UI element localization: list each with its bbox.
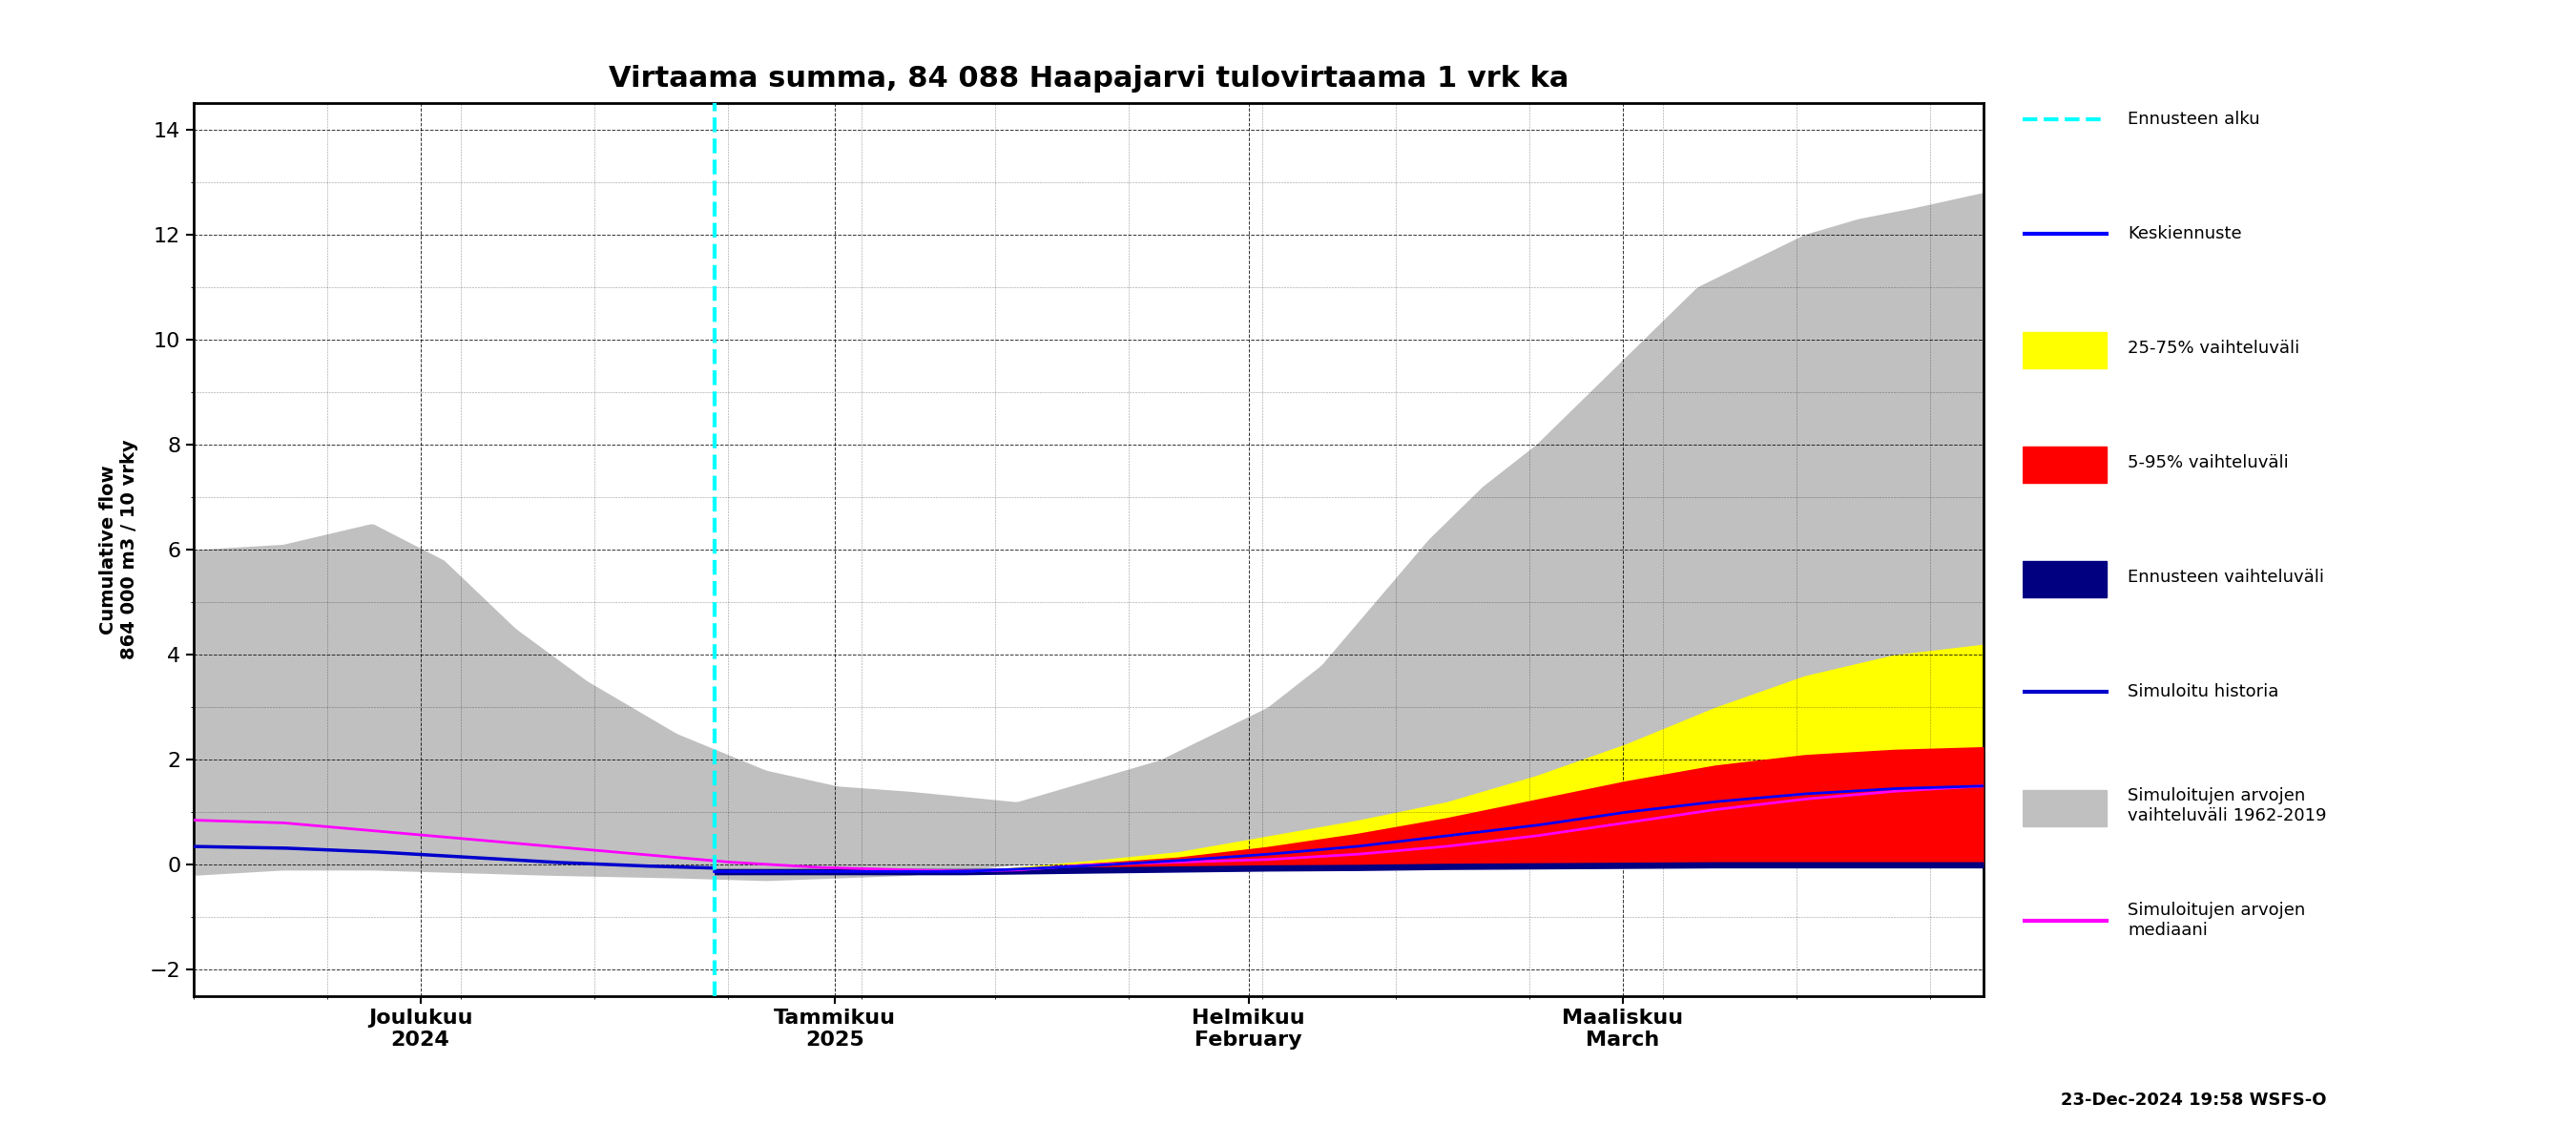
Bar — [2022, 332, 2107, 369]
Text: Simuloitujen arvojen
vaihteluväli 1962-2019: Simuloitujen arvojen vaihteluväli 1962-2… — [2128, 788, 2326, 824]
Text: Keskiennuste: Keskiennuste — [2128, 224, 2241, 243]
Text: Simuloitu historia: Simuloitu historia — [2128, 682, 2280, 700]
Text: Ennusteen alku: Ennusteen alku — [2128, 111, 2259, 128]
Text: 25-75% vaihteluväli: 25-75% vaihteluväli — [2128, 339, 2300, 357]
Y-axis label: Cumulative flow
864 000 m3 / 10 vrky: Cumulative flow 864 000 m3 / 10 vrky — [100, 440, 139, 660]
Text: Simuloitujen arvojen
mediaani: Simuloitujen arvojen mediaani — [2128, 902, 2306, 939]
Text: 23-Dec-2024 19:58 WSFS-O: 23-Dec-2024 19:58 WSFS-O — [2061, 1091, 2326, 1108]
Text: Ennusteen vaihteluväli: Ennusteen vaihteluväli — [2128, 568, 2324, 585]
Bar — [2022, 790, 2107, 827]
Text: 5-95% vaihteluväli: 5-95% vaihteluväli — [2128, 453, 2287, 472]
Title: Virtaama summa, 84 088 Haapajarvi tulovirtaama 1 vrk ka: Virtaama summa, 84 088 Haapajarvi tulovi… — [608, 65, 1569, 93]
Bar — [2022, 447, 2107, 483]
Bar — [2022, 561, 2107, 598]
